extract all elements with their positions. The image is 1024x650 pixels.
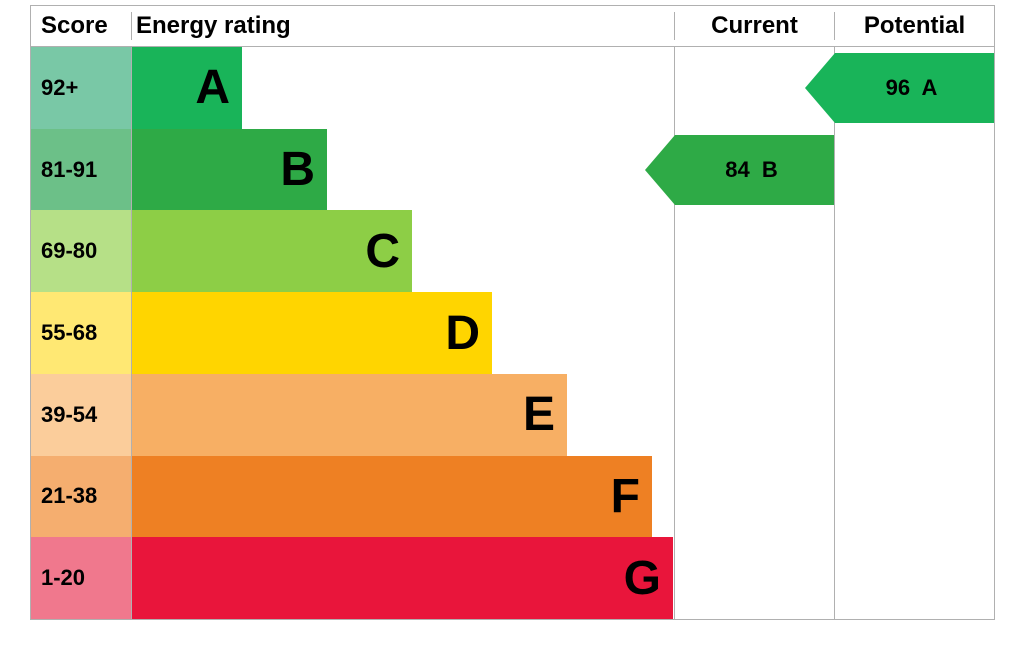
score-column: 92+81-9169-8055-6839-5421-381-20 [31,47,131,619]
score-cell: 69-80 [31,210,131,292]
rating-letter: D [445,306,480,361]
rating-bar: G [132,537,673,619]
rating-cell: D [132,292,674,374]
score-cell: 92+ [31,47,131,129]
rating-cell: B [132,129,674,211]
score-cell: 81-91 [31,129,131,211]
rating-letter: E [523,387,555,442]
header-potential: Potential [834,12,994,40]
rating-bar: A [132,47,242,129]
rating-letter: B [280,142,315,197]
rating-cell: F [132,456,674,538]
rating-cell: A [132,47,674,129]
potential-column: 96 A [834,47,994,619]
header-current: Current [674,12,834,40]
arrow-label: 96 A [835,53,994,123]
rating-bar: E [132,374,567,456]
rating-letter: F [611,469,640,524]
score-cell: 21-38 [31,456,131,538]
rating-bar: C [132,210,412,292]
rating-letter: A [195,60,230,115]
current-column: 84 B [674,47,834,619]
header-rating: Energy rating [131,12,674,40]
rating-letter: G [624,551,661,606]
current-arrow: 84 B [645,135,834,205]
potential-arrow: 96 A [805,53,994,123]
score-cell: 55-68 [31,292,131,374]
header-score: Score [31,12,131,40]
score-cell: 39-54 [31,374,131,456]
rating-bar: B [132,129,327,211]
rating-cell: C [132,210,674,292]
arrow-tip-icon [645,135,675,205]
arrow-tip-icon [805,53,835,123]
epc-chart: Score Energy rating Current Potential 92… [30,5,995,620]
score-cell: 1-20 [31,537,131,619]
chart-header: Score Energy rating Current Potential [31,6,994,46]
rating-bar: D [132,292,492,374]
rating-letter: C [365,224,400,279]
chart-body: 92+81-9169-8055-6839-5421-381-20 ABCDE FG… [31,46,994,619]
rating-column: ABCDE FG [131,47,674,619]
rating-cell: G [132,537,674,619]
rating-bar: F [132,456,652,538]
arrow-label: 84 B [675,135,834,205]
rating-cell: E [132,374,674,456]
